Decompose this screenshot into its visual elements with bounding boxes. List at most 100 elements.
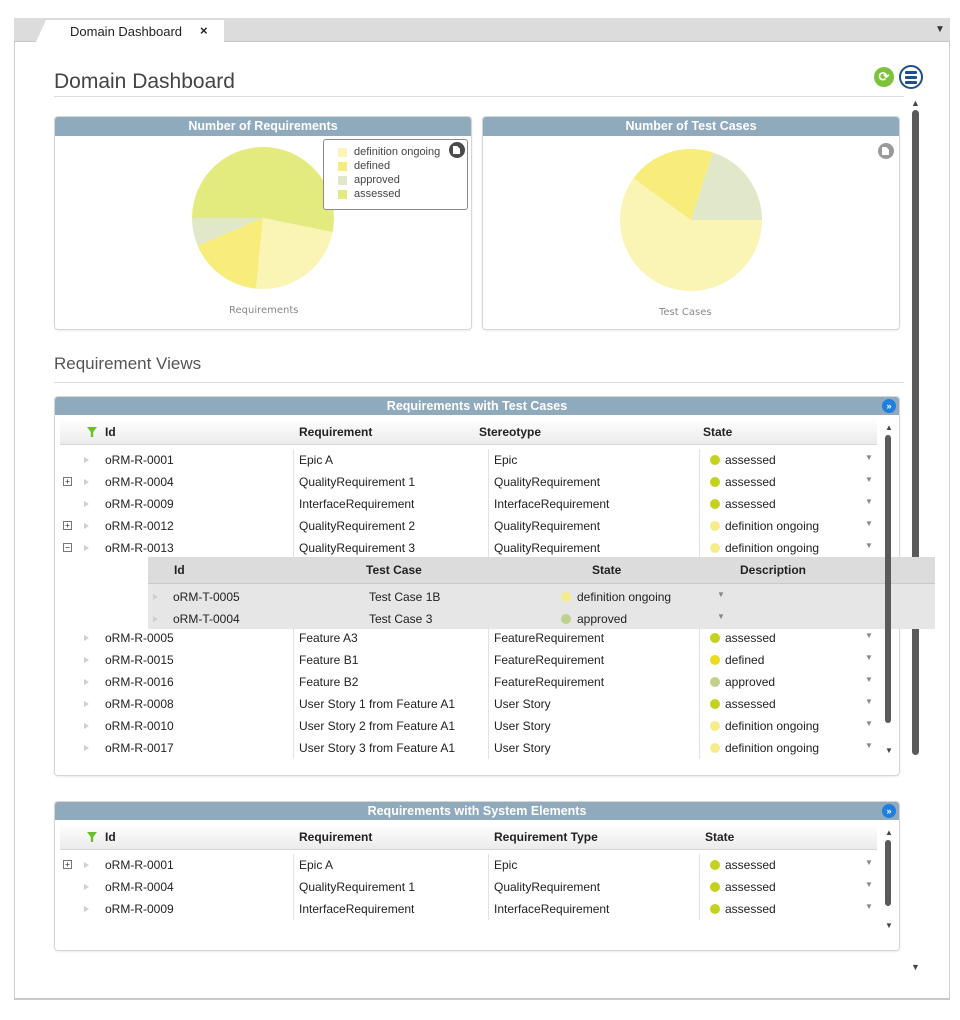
scroll-up-icon[interactable]: ▲ <box>885 423 893 432</box>
filter-icon[interactable] <box>87 832 97 842</box>
row-id: oRM-T-0004 <box>173 612 240 626</box>
expand-all-icon[interactable]: » <box>882 399 896 413</box>
row-state[interactable]: assessed <box>725 697 776 711</box>
nested-table-row[interactable]: oRM-T-0005 Test Case 1B definition ongoing… <box>148 586 935 608</box>
chevron-down-icon[interactable]: ▼ <box>865 719 873 728</box>
column-header-id[interactable]: Id <box>105 425 116 439</box>
column-header-state[interactable]: State <box>592 563 622 577</box>
cell-separator <box>488 515 489 537</box>
table-row[interactable]: oRM-R-0009 InterfaceRequirement InterfaceR… <box>60 493 877 515</box>
pie-slice-assessed[interactable] <box>192 146 334 233</box>
row-state[interactable]: assessed <box>725 631 776 645</box>
export-icon[interactable] <box>878 143 894 159</box>
grid-scrollbar[interactable] <box>885 435 891 723</box>
chevron-down-icon[interactable]: ▼ <box>865 631 873 640</box>
table-row[interactable]: oRM-R-0010 User Story 2 from Feature A1 Us… <box>60 715 877 737</box>
cell-separator <box>488 737 489 759</box>
row-state[interactable]: definition ongoing <box>577 590 672 604</box>
menu-icon[interactable] <box>899 65 923 89</box>
scroll-up-icon[interactable]: ▲ <box>885 828 893 837</box>
pie-slice-defined[interactable] <box>197 218 263 289</box>
chevron-down-icon[interactable]: ▼ <box>865 858 873 867</box>
page-scrollbar[interactable] <box>912 110 919 755</box>
close-icon[interactable]: × <box>200 23 208 38</box>
row-state[interactable]: definition ongoing <box>725 519 820 533</box>
scroll-up-icon[interactable]: ▲ <box>911 98 920 108</box>
sync-icon[interactable]: ⟳ <box>874 67 894 87</box>
row-state[interactable]: definition ongoing <box>725 741 820 755</box>
row-state[interactable]: assessed <box>725 902 776 916</box>
row-state[interactable]: definition ongoing <box>725 719 820 733</box>
tab-domain-dashboard[interactable] <box>36 20 224 42</box>
cell-separator <box>488 693 489 715</box>
chevron-down-icon[interactable]: ▼ <box>865 519 873 528</box>
table-row[interactable]: oRM-R-0015 Feature B1 FeatureRequirement de… <box>60 649 877 671</box>
chevron-down-icon[interactable]: ▼ <box>865 697 873 706</box>
tab-overflow-icon[interactable]: ▼ <box>935 24 945 35</box>
chevron-down-icon[interactable]: ▼ <box>717 612 725 621</box>
table-row[interactable]: oRM-R-0016 Feature B2 FeatureRequirement ap… <box>60 671 877 693</box>
grid-scrollbar[interactable] <box>885 840 891 906</box>
row-state[interactable]: assessed <box>725 497 776 511</box>
chevron-down-icon[interactable]: ▼ <box>865 541 873 550</box>
expand-all-icon[interactable]: » <box>882 804 896 818</box>
column-header-requirement[interactable]: Requirement <box>299 425 373 439</box>
row-state[interactable]: assessed <box>725 880 776 894</box>
chevron-down-icon[interactable]: ▼ <box>865 675 873 684</box>
row-indicator-icon <box>84 635 89 641</box>
row-state[interactable]: assessed <box>725 453 776 467</box>
table-row[interactable]: oRM-R-0004 QualityRequirement 1 QualityReq… <box>60 876 877 898</box>
collapse-icon[interactable]: − <box>63 543 72 552</box>
pie-slice-approved[interactable] <box>192 218 263 246</box>
row-id: oRM-R-0013 <box>105 541 174 555</box>
column-header-state[interactable]: State <box>703 425 733 439</box>
table-row[interactable]: + oRM-R-0012 QualityRequirement 2 QualityRe… <box>60 515 877 537</box>
chevron-down-icon[interactable]: ▼ <box>865 741 873 750</box>
scroll-down-icon[interactable]: ▼ <box>911 962 920 972</box>
table-row[interactable]: + oRM-R-0001 Epic A Epic assessed ▼ <box>60 854 877 876</box>
chevron-down-icon[interactable]: ▼ <box>865 902 873 911</box>
row-state[interactable]: approved <box>577 612 628 626</box>
row-state[interactable]: approved <box>725 675 776 689</box>
pie-slice-defined[interactable] <box>633 149 713 220</box>
scroll-down-icon[interactable]: ▼ <box>885 746 893 755</box>
chevron-down-icon[interactable]: ▼ <box>865 880 873 889</box>
table-row[interactable]: oRM-R-0009 InterfaceRequirement InterfaceR… <box>60 898 877 920</box>
table-row[interactable]: oRM-R-0008 User Story 1 from Feature A1 Us… <box>60 693 877 715</box>
table-row[interactable]: oRM-R-0001 Epic A Epic assessed ▼ <box>60 449 877 471</box>
expand-icon[interactable]: + <box>63 860 72 869</box>
row-indicator-icon <box>84 701 89 707</box>
section-title: Requirement Views <box>54 354 202 373</box>
chevron-down-icon[interactable]: ▼ <box>865 475 873 484</box>
column-header-test-case[interactable]: Test Case <box>366 563 422 577</box>
nested-table-row[interactable]: oRM-T-0004 Test Case 3 approved ▼ <box>148 608 935 630</box>
table-row[interactable]: + oRM-R-0004 QualityRequirement 1 QualityRe… <box>60 471 877 493</box>
chevron-down-icon[interactable]: ▼ <box>717 590 725 599</box>
expand-icon[interactable]: + <box>63 477 72 486</box>
chevron-down-icon[interactable]: ▼ <box>865 453 873 462</box>
pie-slice-approved[interactable] <box>691 152 762 220</box>
filter-icon[interactable] <box>87 427 97 437</box>
row-state[interactable]: assessed <box>725 475 776 489</box>
column-header-requirement-type[interactable]: Requirement Type <box>494 830 598 844</box>
column-header-requirement[interactable]: Requirement <box>299 830 373 844</box>
scroll-down-icon[interactable]: ▼ <box>885 921 893 930</box>
table-row[interactable]: oRM-R-0005 Feature A3 FeatureRequirement as… <box>60 627 877 649</box>
export-icon[interactable] <box>449 142 465 158</box>
pie-slice-definition-ongoing[interactable] <box>255 218 333 289</box>
expand-icon[interactable]: + <box>63 521 72 530</box>
table-row[interactable]: − oRM-R-0013 QualityRequirement 3 QualityRe… <box>60 537 877 559</box>
chevron-down-icon[interactable]: ▼ <box>865 497 873 506</box>
pie-slice-definition-ongoing[interactable] <box>620 178 762 291</box>
column-header-state[interactable]: State <box>705 830 735 844</box>
column-header-id[interactable]: Id <box>174 563 185 577</box>
row-state[interactable]: assessed <box>725 858 776 872</box>
row-state[interactable]: defined <box>725 653 765 667</box>
row-state[interactable]: definition ongoing <box>725 541 820 555</box>
column-header-description[interactable]: Description <box>740 563 807 577</box>
table-row[interactable]: oRM-R-0017 User Story 3 from Feature A1 Us… <box>60 737 877 759</box>
column-header-stereotype[interactable]: Stereotype <box>479 425 542 439</box>
column-header-id[interactable]: Id <box>105 830 116 844</box>
row-id: oRM-R-0005 <box>105 631 174 645</box>
chevron-down-icon[interactable]: ▼ <box>865 653 873 662</box>
